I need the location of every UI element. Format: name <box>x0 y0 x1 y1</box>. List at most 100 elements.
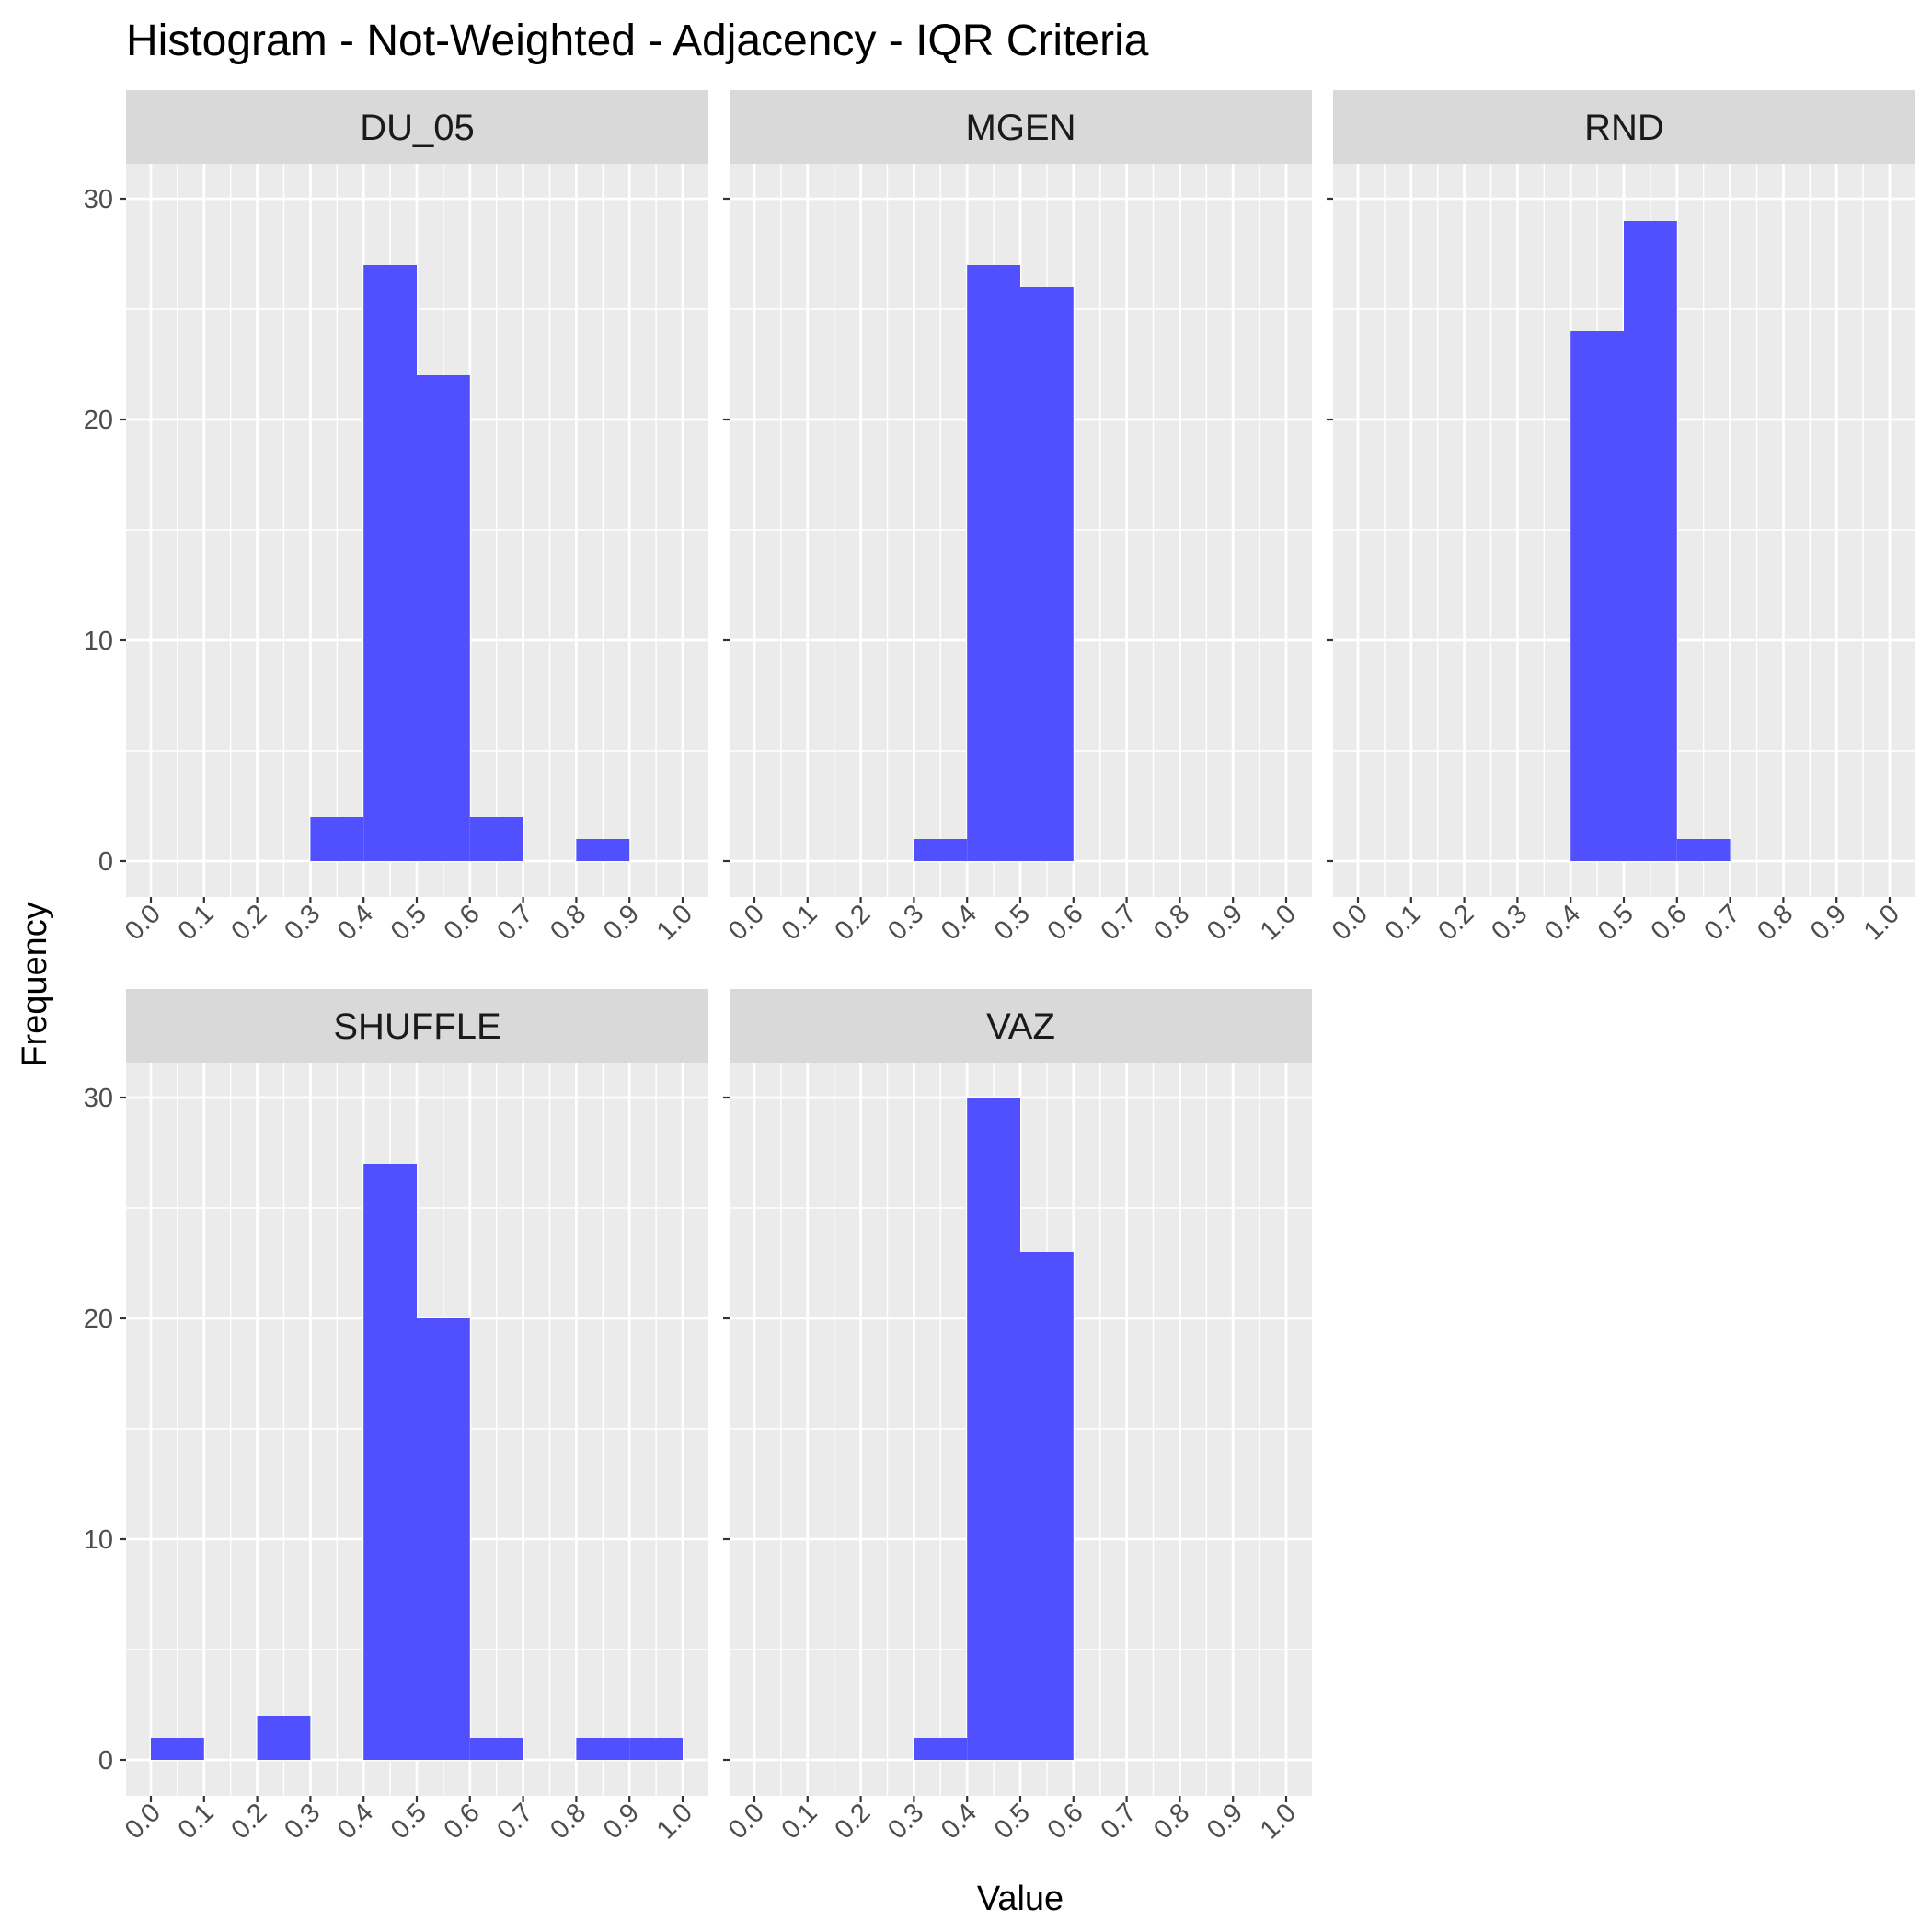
x-tick-label: 0.1 <box>173 1798 220 1845</box>
x-tick-label: 0.9 <box>598 899 645 946</box>
x-tick-label: 0.3 <box>279 1798 326 1845</box>
histogram-bar <box>469 817 523 861</box>
x-tick-label: 0.5 <box>1593 899 1639 946</box>
histogram-bar <box>1020 287 1074 861</box>
histogram-bar <box>967 1098 1020 1760</box>
y-tick-label: 30 <box>84 185 113 214</box>
x-tick-label: 0.0 <box>723 1798 770 1845</box>
facet-strip <box>730 90 1312 164</box>
x-tick-label: 0.8 <box>1752 899 1799 946</box>
facet-panel-du-05: DU_05 0 10 20 30 0.0 0.1 0.2 0.3 0.4 0.5 0.6 0.7 0.8 0… <box>84 90 708 946</box>
histogram-bar <box>310 817 364 861</box>
x-tick-label: 0.7 <box>1095 899 1142 946</box>
histogram-bar <box>1020 1252 1074 1760</box>
x-tick-label: 1.0 <box>1858 899 1905 946</box>
facet-strip-label: MGEN <box>966 108 1076 148</box>
histogram-bar <box>151 1738 204 1760</box>
x-tick-label: 0.8 <box>545 899 592 946</box>
y-tick-label: 10 <box>84 1525 113 1555</box>
x-tick-label: 0.7 <box>491 1798 538 1845</box>
y-tick-label: 20 <box>84 406 113 435</box>
histogram-bar <box>363 1164 417 1760</box>
x-tick-label: 0.1 <box>776 1798 823 1845</box>
x-tick-label: 0.6 <box>1042 899 1089 946</box>
x-axis-title: Value <box>977 1880 1064 1918</box>
facet-strip-label: SHUFFLE <box>333 1006 500 1047</box>
x-tick-label: 0.5 <box>385 1798 432 1845</box>
facet-panel-rnd: RND 0.0 0.1 0.2 0.3 0.4 0.5 0.6 0.7 0.8 0.9 1.0 <box>1327 90 1915 946</box>
x-tick-label: 0.2 <box>829 899 876 946</box>
x-tick-label: 0.6 <box>1042 1798 1089 1845</box>
x-tick-label: 0.3 <box>279 899 326 946</box>
x-tick-label: 1.0 <box>1255 1798 1302 1845</box>
y-axis-title: Frequency <box>16 902 54 1067</box>
x-tick-label: 1.0 <box>1255 899 1302 946</box>
histogram-bar <box>576 839 630 861</box>
facet-strip <box>1333 90 1915 164</box>
y-tick-label: 20 <box>84 1305 113 1334</box>
x-tick-label: 0.6 <box>439 1798 486 1845</box>
x-tick-label: 0.3 <box>882 1798 929 1845</box>
histogram-bar <box>257 1716 311 1760</box>
histogram-bar <box>1570 331 1624 861</box>
x-tick-label: 0.6 <box>1646 899 1693 946</box>
x-tick-label: 0.0 <box>723 899 770 946</box>
x-tick-label: 1.0 <box>651 899 698 946</box>
x-tick-label: 0.5 <box>989 899 1036 946</box>
x-tick-label: 0.8 <box>1148 899 1195 946</box>
histogram-bar <box>417 1318 470 1760</box>
x-tick-label: 0.4 <box>1539 899 1586 946</box>
y-tick-label: 30 <box>84 1084 113 1113</box>
x-tick-label: 0.2 <box>1432 899 1479 946</box>
x-tick-label: 0.8 <box>1148 1798 1195 1845</box>
x-tick-label: 0.0 <box>120 1798 167 1845</box>
x-tick-label: 0.9 <box>1805 899 1852 946</box>
y-tick-label: 0 <box>98 1746 113 1776</box>
histogram-bar <box>629 1738 683 1760</box>
x-tick-label: 0.0 <box>120 899 167 946</box>
x-tick-label: 0.4 <box>936 1798 983 1845</box>
x-tick-label: 0.5 <box>385 899 432 946</box>
histogram-bar <box>363 265 417 861</box>
chart-title: Histogram - Not-Weighted - Adjacency - I… <box>126 17 1149 65</box>
x-tick-label: 0.4 <box>936 899 983 946</box>
histogram-bar <box>914 839 968 861</box>
y-tick-label: 10 <box>84 627 113 656</box>
histogram-bar <box>1676 839 1731 861</box>
x-tick-label: 0.2 <box>225 899 272 946</box>
x-tick-label: 0.4 <box>332 1798 379 1845</box>
x-tick-label: 0.1 <box>1380 899 1427 946</box>
x-tick-label: 0.4 <box>332 899 379 946</box>
x-tick-label: 0.7 <box>491 899 538 946</box>
x-tick-label: 0.3 <box>1486 899 1533 946</box>
facet-strip <box>730 989 1312 1063</box>
x-tick-label: 0.9 <box>1202 1798 1248 1845</box>
facet-strip-label: DU_05 <box>360 108 475 148</box>
histogram-bar <box>967 265 1020 861</box>
x-tick-label: 0.5 <box>989 1798 1036 1845</box>
facet-strip-label: VAZ <box>986 1006 1055 1047</box>
x-tick-label: 0.3 <box>882 899 929 946</box>
x-tick-label: 1.0 <box>651 1798 698 1845</box>
x-tick-label: 0.9 <box>598 1798 645 1845</box>
x-tick-label: 0.1 <box>173 899 220 946</box>
x-tick-label: 0.8 <box>545 1798 592 1845</box>
x-tick-label: 0.6 <box>439 899 486 946</box>
x-tick-label: 0.0 <box>1327 899 1374 946</box>
y-tick-label: 0 <box>98 847 113 877</box>
x-tick-label: 0.7 <box>1095 1798 1142 1845</box>
x-tick-label: 0.1 <box>776 899 823 946</box>
x-tick-label: 0.2 <box>225 1798 272 1845</box>
x-tick-label: 0.2 <box>829 1798 876 1845</box>
histogram-bar <box>914 1738 968 1760</box>
histogram-bar <box>1624 221 1677 861</box>
facet-strip-label: RND <box>1584 108 1664 148</box>
facet-panel-vaz: VAZ 0.0 0.1 0.2 0.3 0.4 0.5 0.6 0.7 0.8 0.9 1.0 <box>723 989 1312 1845</box>
x-tick-label: 0.7 <box>1698 899 1745 946</box>
histogram-bar <box>469 1738 523 1760</box>
facet-panel-mgen: MGEN 0.0 0.1 0.2 0.3 0.4 0.5 0.6 0.7 0.8 0.9 1.0 <box>723 90 1312 946</box>
facet-strip <box>126 989 708 1063</box>
